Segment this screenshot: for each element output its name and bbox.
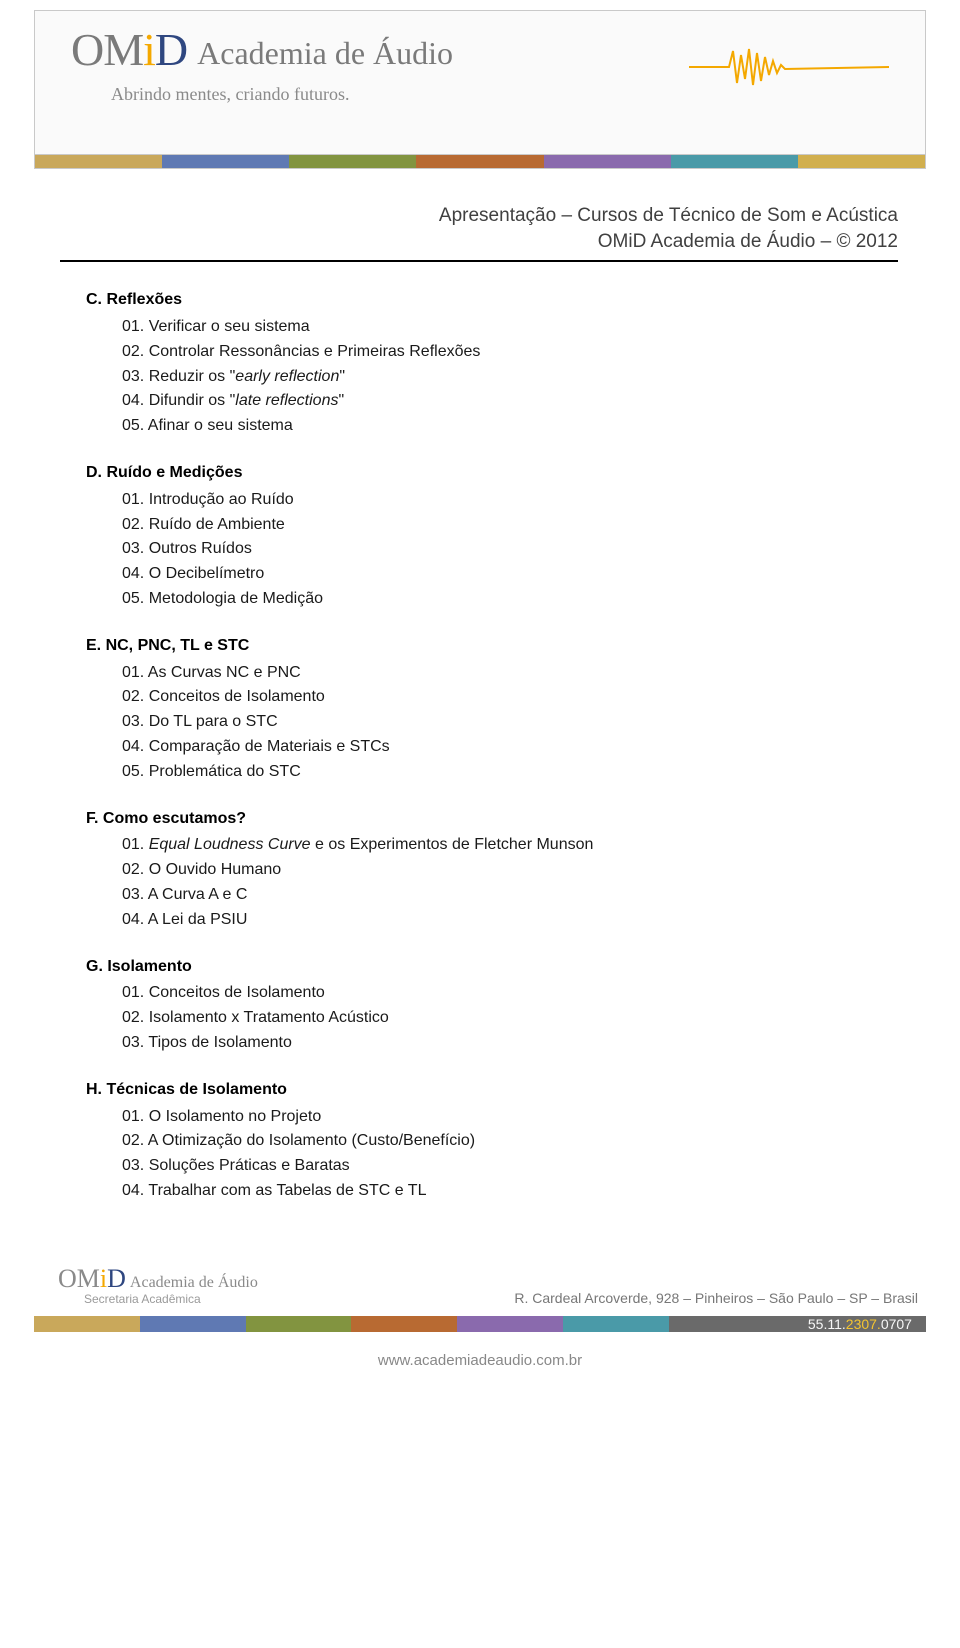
list-item: 04. Trabalhar com as Tabelas de STC e TL (86, 1179, 900, 1204)
section-title: C. Reflexões (86, 288, 900, 313)
list-item: 02. Isolamento x Tratamento Acústico (86, 1006, 900, 1031)
list-item: 05. Afinar o seu sistema (86, 414, 900, 439)
stripe-segment (34, 1316, 140, 1332)
list-item: 02. A Otimização do Isolamento (Custo/Be… (86, 1129, 900, 1154)
list-item: 03. Do TL para o STC (86, 710, 900, 735)
header-stripe (34, 155, 926, 169)
section-title: E. NC, PNC, TL e STC (86, 634, 900, 659)
list-item: 01. Conceitos de Isolamento (86, 981, 900, 1006)
list-item: 04. A Lei da PSIU (86, 908, 900, 933)
logo-om: OM (71, 24, 143, 75)
footer-logo-omid: OMiD (58, 1264, 126, 1294)
document-subtitle: Apresentação – Cursos de Técnico de Som … (0, 203, 898, 254)
stripe-segment (671, 155, 798, 168)
section-c: C. Reflexões01. Verificar o seu sistema0… (86, 288, 900, 439)
list-item: 02. Conceitos de Isolamento (86, 685, 900, 710)
subtitle-line2: OMiD Academia de Áudio – © 2012 (0, 229, 898, 255)
list-item: 03. Soluções Práticas e Baratas (86, 1154, 900, 1179)
header-banner: OMiD Academia de Áudio Abrindo mentes, c… (34, 10, 926, 155)
section-title: G. Isolamento (86, 955, 900, 980)
section-d: D. Ruído e Medições01. Introdução ao Ruí… (86, 461, 900, 612)
stripe-segment (416, 155, 543, 168)
footer-logo-academia: Academia de Áudio (130, 1274, 258, 1294)
section-g: G. Isolamento01. Conceitos de Isolamento… (86, 955, 900, 1056)
logo-d: D (155, 24, 187, 75)
stripe-segment (289, 155, 416, 168)
footer-url: www.academiadeaudio.com.br (34, 1352, 926, 1369)
logo-academia: Academia de Áudio (197, 35, 453, 76)
list-item: 03. Outros Ruídos (86, 537, 900, 562)
subtitle-line1: Apresentação – Cursos de Técnico de Som … (0, 203, 898, 229)
footer-stripe: 55.11.2307.0707 (34, 1316, 926, 1332)
footer-logo-d: D (107, 1264, 126, 1293)
section-e: E. NC, PNC, TL e STC01. As Curvas NC e P… (86, 634, 900, 785)
stripe-segment (457, 1316, 563, 1332)
footer-secretaria: Secretaria Acadêmica (84, 1292, 258, 1306)
logo-i: i (143, 24, 155, 75)
section-f: F. Como escutamos?01. Equal Loudness Cur… (86, 807, 900, 933)
list-item: 05. Problemática do STC (86, 760, 900, 785)
section-title: F. Como escutamos? (86, 807, 900, 832)
list-item: 04. O Decibelímetro (86, 562, 900, 587)
stripe-segment (246, 1316, 352, 1332)
footer: OMiD Academia de Áudio Secretaria Acadêm… (34, 1264, 926, 1369)
list-item: 05. Metodologia de Medição (86, 587, 900, 612)
content: C. Reflexões01. Verificar o seu sistema0… (0, 262, 960, 1236)
list-item: 03. Tipos de Isolamento (86, 1031, 900, 1056)
list-item: 04. Comparação de Materiais e STCs (86, 735, 900, 760)
sound-wave-icon (689, 45, 889, 89)
list-item: 01. Equal Loudness Curve e os Experiment… (86, 833, 900, 858)
section-title: D. Ruído e Medições (86, 461, 900, 486)
section-h: H. Técnicas de Isolamento01. O Isolament… (86, 1078, 900, 1204)
footer-logo-block: OMiD Academia de Áudio Secretaria Acadêm… (58, 1264, 258, 1306)
stripe-segment (162, 155, 289, 168)
list-item: 02. Controlar Ressonâncias e Primeiras R… (86, 340, 900, 365)
stripe-segment (798, 155, 925, 168)
stripe-segment (544, 155, 671, 168)
list-item: 03. Reduzir os "early reflection" (86, 365, 900, 390)
stripe-segment (140, 1316, 246, 1332)
list-item: 03. A Curva A e C (86, 883, 900, 908)
list-item: 01. Verificar o seu sistema (86, 315, 900, 340)
footer-logo-om: OM (58, 1264, 100, 1293)
list-item: 04. Difundir os "late reflections" (86, 389, 900, 414)
logo-omid: OMiD (71, 23, 187, 76)
section-title: H. Técnicas de Isolamento (86, 1078, 900, 1103)
list-item: 01. Introdução ao Ruído (86, 488, 900, 513)
list-item: 02. O Ouvido Humano (86, 858, 900, 883)
stripe-segment (351, 1316, 457, 1332)
footer-phone: 55.11.2307.0707 (669, 1316, 926, 1332)
list-item: 02. Ruído de Ambiente (86, 513, 900, 538)
list-item: 01. O Isolamento no Projeto (86, 1105, 900, 1130)
stripe-segment (35, 155, 162, 168)
stripe-segment (563, 1316, 669, 1332)
list-item: 01. As Curvas NC e PNC (86, 661, 900, 686)
footer-address: R. Cardeal Arcoverde, 928 – Pinheiros – … (514, 1290, 918, 1306)
